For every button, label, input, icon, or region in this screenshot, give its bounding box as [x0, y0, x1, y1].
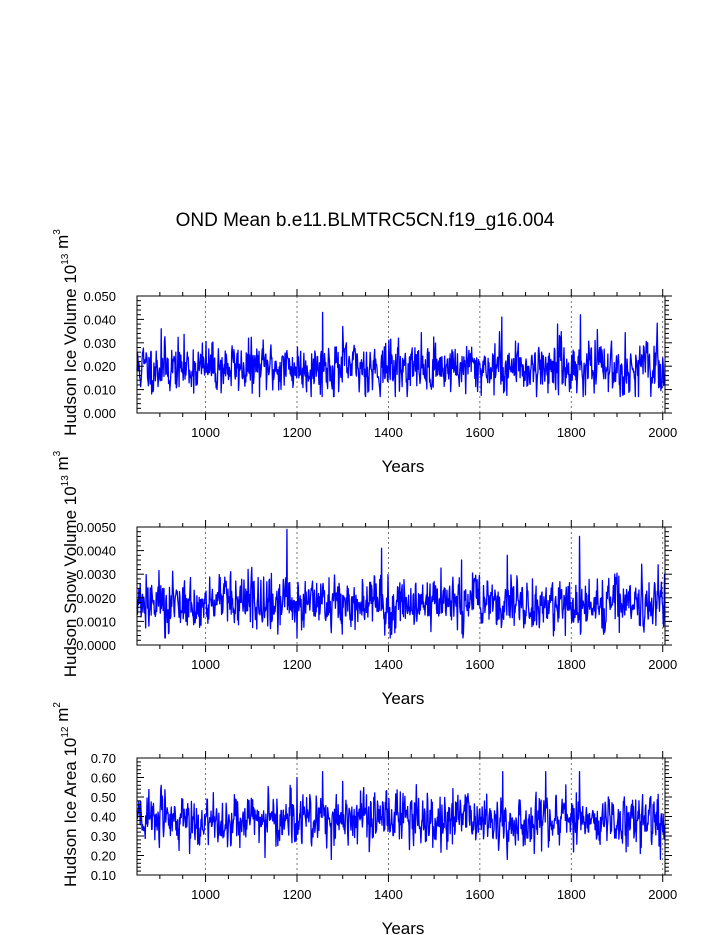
y-tick-label: 0.000	[83, 406, 116, 421]
panel-2: 1000 1200 1400 1600 1800 2000 0.0000 0.0010 0.00…	[52, 450, 677, 708]
y-tick-label: 0.010	[83, 383, 116, 398]
x-tick-label: 1000	[191, 425, 220, 440]
x-tick-label: 1600	[465, 657, 494, 672]
x-tick-label: 1200	[283, 425, 312, 440]
y-axis-label: Hudson Ice Volume 1013 m3	[52, 229, 80, 436]
y-label-text: Hudson Ice Area 10	[61, 738, 80, 887]
series-line	[136, 528, 666, 639]
series-line	[136, 311, 666, 398]
y-tick-label: 0.020	[83, 359, 116, 374]
x-tick-label: 1200	[283, 887, 312, 902]
y-tick-label: 0.0030	[76, 567, 116, 582]
y-tick-label: 0.40	[91, 810, 116, 825]
x-tick-label: 2000	[648, 425, 677, 440]
y-label-superscript: 12	[60, 726, 71, 738]
y-label-text: m	[53, 708, 72, 727]
y-tick-label: 0.30	[91, 829, 116, 844]
y-tick-label: 0.0000	[76, 638, 116, 653]
y-label-text: m	[53, 235, 72, 254]
y-tick-label: 0.0010	[76, 614, 116, 629]
x-tick-label: 2000	[648, 887, 677, 902]
plot-frame	[136, 526, 666, 646]
x-axis-label: Years	[382, 689, 425, 708]
x-tick-label: 1800	[557, 657, 586, 672]
panel-1: 1000 1200 1400 1600 1800 2000 0.000 0.010 0.020 0…	[52, 229, 677, 476]
y-tick-label: 0.50	[91, 790, 116, 805]
y-tick-label: 0.70	[91, 751, 116, 766]
y-label-superscript: 2	[52, 702, 63, 708]
y-tick-label: 0.60	[91, 771, 116, 786]
y-axis-label: Hudson Ice Area 1012 m2	[52, 702, 80, 887]
y-label-superscript: 3	[52, 450, 63, 456]
y-tick-label: 0.040	[83, 312, 116, 327]
y-label-superscript: 13	[60, 253, 71, 265]
y-tick-label: 0.0050	[76, 520, 116, 535]
x-tick-label: 1400	[374, 425, 403, 440]
x-axis-label: Years	[382, 457, 425, 476]
y-tick-label: 0.050	[83, 289, 116, 304]
x-tick-label: 1000	[191, 887, 220, 902]
y-label-text: Hudson Snow Volume 10	[61, 486, 80, 677]
y-tick-label: 0.0040	[76, 544, 116, 559]
x-tick-label: 1600	[465, 887, 494, 902]
x-tick-label: 1800	[557, 887, 586, 902]
y-label-superscript: 3	[52, 229, 63, 235]
panel-3: 1000 1200 1400 1600 1800 2000 0.10 0.20 0.30 0.40…	[52, 702, 677, 935]
y-label-text: m	[53, 456, 72, 475]
y-tick-label: 0.20	[91, 849, 116, 864]
x-tick-label: 2000	[648, 657, 677, 672]
series-line	[136, 771, 666, 861]
x-tick-label: 1800	[557, 425, 586, 440]
y-label-text: Hudson Ice Volume 10	[61, 265, 80, 436]
x-tick-label: 1000	[191, 657, 220, 672]
y-axis-label: Hudson Snow Volume 1013 m3	[52, 450, 80, 677]
y-label-superscript: 13	[60, 475, 71, 487]
chart-title: OND Mean b.e11.BLMTRC5CN.f19_g16.004	[176, 210, 555, 231]
x-tick-label: 1200	[283, 657, 312, 672]
plot-frame	[136, 295, 666, 414]
x-axis-label: Years	[382, 919, 425, 935]
x-tick-label: 1400	[374, 887, 403, 902]
x-tick-label: 1400	[374, 657, 403, 672]
y-tick-label: 0.030	[83, 336, 116, 351]
y-tick-label: 0.10	[91, 868, 116, 883]
x-tick-label: 1600	[465, 425, 494, 440]
y-tick-label: 0.0020	[76, 591, 116, 606]
